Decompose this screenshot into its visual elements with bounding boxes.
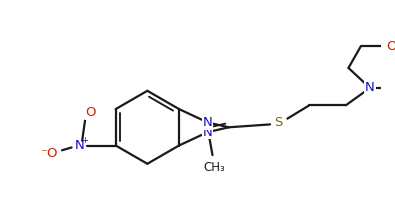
Text: +: + [82,136,88,145]
Text: N: N [203,126,213,139]
Text: CH₃: CH₃ [203,161,225,174]
Text: N: N [203,116,213,129]
Text: ⁻O: ⁻O [40,147,57,160]
Text: N: N [365,81,375,94]
Text: N: N [74,139,84,152]
Text: O: O [86,106,96,119]
Text: S: S [275,116,283,129]
Text: O: O [386,40,395,53]
